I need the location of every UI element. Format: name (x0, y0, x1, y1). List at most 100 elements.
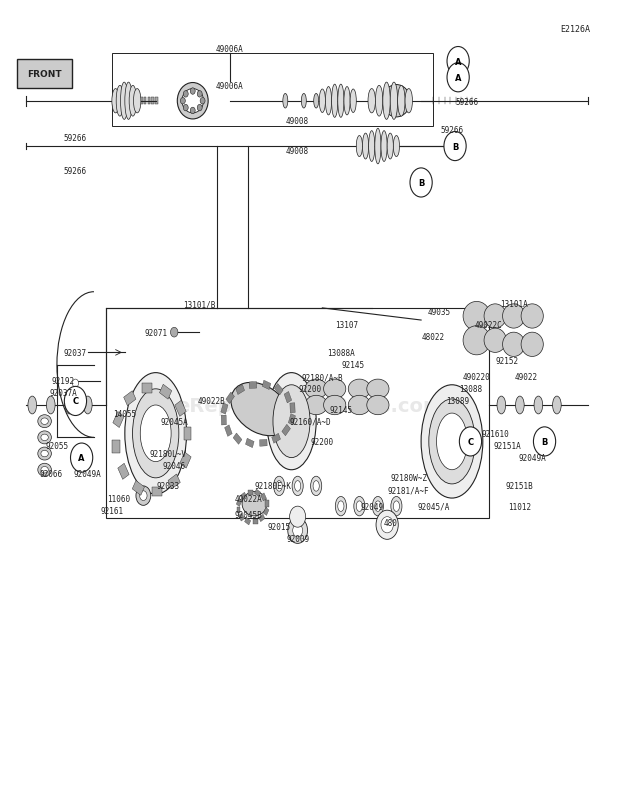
Text: 92180E~K: 92180E~K (254, 482, 291, 491)
Text: 11012: 11012 (508, 502, 531, 511)
Ellipse shape (41, 418, 48, 425)
Bar (168, 474, 180, 489)
Ellipse shape (421, 385, 483, 499)
Ellipse shape (292, 477, 303, 496)
Text: 59266: 59266 (440, 127, 464, 135)
Text: 92160/A~D: 92160/A~D (289, 417, 331, 426)
Bar (106, 308, 489, 519)
Text: 49008: 49008 (286, 117, 309, 126)
Bar (252, 520, 257, 524)
Text: B: B (418, 178, 424, 187)
Ellipse shape (375, 129, 381, 165)
Circle shape (288, 518, 308, 543)
Text: B: B (452, 143, 458, 152)
Bar (118, 464, 129, 480)
Bar (259, 515, 265, 522)
Text: 92180/A~B: 92180/A~B (301, 373, 343, 382)
Ellipse shape (332, 85, 338, 118)
Text: 92145: 92145 (329, 405, 352, 414)
Ellipse shape (484, 304, 507, 328)
Text: 92049A: 92049A (518, 453, 546, 462)
Text: 59266: 59266 (64, 135, 87, 144)
Ellipse shape (120, 83, 128, 120)
Ellipse shape (326, 88, 332, 116)
Ellipse shape (369, 131, 375, 162)
Ellipse shape (314, 94, 319, 109)
Bar (224, 425, 232, 437)
Text: 49006A: 49006A (216, 45, 244, 54)
Circle shape (190, 108, 195, 114)
Ellipse shape (393, 501, 399, 512)
Ellipse shape (463, 326, 490, 355)
Text: 92015: 92015 (268, 522, 291, 531)
Text: 92046: 92046 (162, 461, 186, 470)
Text: 49035: 49035 (428, 308, 451, 317)
Circle shape (200, 98, 205, 105)
Circle shape (180, 98, 185, 105)
Ellipse shape (338, 85, 344, 118)
Ellipse shape (112, 89, 119, 114)
Bar (140, 98, 143, 105)
Circle shape (140, 491, 147, 501)
Text: C: C (73, 397, 79, 406)
Ellipse shape (267, 373, 316, 470)
Text: FRONT: FRONT (27, 70, 62, 79)
Ellipse shape (436, 414, 467, 470)
Bar (144, 98, 146, 105)
Text: 490220: 490220 (463, 373, 490, 382)
Ellipse shape (397, 86, 405, 117)
Circle shape (444, 132, 466, 161)
Ellipse shape (503, 304, 525, 328)
Text: 13107: 13107 (335, 320, 358, 329)
Circle shape (376, 511, 398, 539)
Ellipse shape (521, 304, 543, 328)
Text: 49022B: 49022B (197, 397, 225, 406)
Ellipse shape (367, 396, 389, 415)
Bar (246, 439, 254, 448)
Bar (241, 492, 246, 500)
Ellipse shape (383, 85, 410, 118)
Ellipse shape (348, 380, 371, 399)
Ellipse shape (125, 83, 132, 120)
Circle shape (190, 88, 195, 95)
Text: C: C (467, 437, 474, 446)
Ellipse shape (376, 86, 383, 117)
Bar (262, 380, 271, 390)
Text: 92071: 92071 (144, 328, 167, 337)
Ellipse shape (319, 90, 326, 114)
Ellipse shape (381, 131, 387, 162)
Bar (261, 493, 267, 501)
Circle shape (381, 517, 393, 533)
Ellipse shape (354, 497, 365, 517)
Text: 49006A: 49006A (216, 82, 244, 91)
Text: 59266: 59266 (456, 98, 479, 107)
Bar (159, 384, 172, 400)
Text: 13088: 13088 (459, 385, 482, 394)
Bar (233, 433, 242, 444)
Ellipse shape (368, 89, 376, 114)
Ellipse shape (391, 497, 402, 517)
Bar (148, 98, 150, 105)
Bar (152, 487, 162, 497)
Text: 49022A: 49022A (234, 494, 262, 503)
Ellipse shape (276, 481, 282, 491)
Bar (272, 434, 280, 444)
Text: 92161: 92161 (101, 506, 124, 515)
Ellipse shape (350, 90, 356, 114)
Circle shape (447, 48, 469, 76)
Ellipse shape (294, 481, 301, 491)
Bar (244, 518, 250, 526)
Text: 92066: 92066 (39, 470, 63, 478)
Text: 92151A: 92151A (494, 441, 521, 450)
Text: A: A (455, 74, 461, 83)
Ellipse shape (38, 448, 51, 461)
Bar (113, 412, 124, 428)
Ellipse shape (182, 89, 203, 114)
Text: 92045A: 92045A (161, 417, 188, 426)
Text: 49022: 49022 (515, 373, 538, 382)
Bar (155, 98, 157, 105)
Circle shape (410, 169, 432, 198)
Bar (265, 501, 268, 508)
Text: 92037: 92037 (64, 349, 87, 358)
Ellipse shape (41, 451, 48, 457)
